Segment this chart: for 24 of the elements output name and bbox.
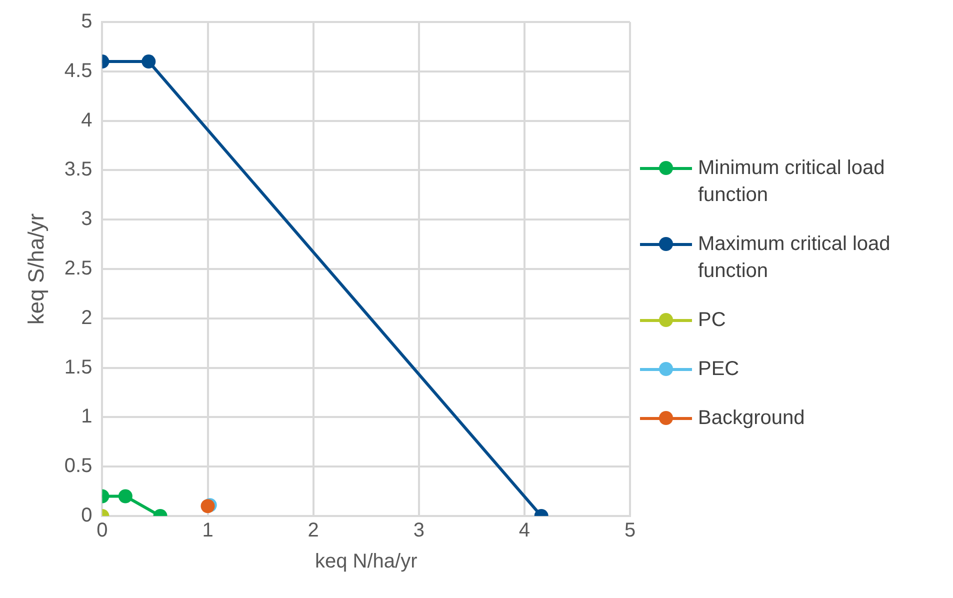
y-axis-title: keq S/ha/yr (23, 213, 48, 325)
x-axis-title: keq N/ha/yr (314, 550, 418, 573)
legend-label: Background (698, 406, 805, 430)
legend-label: PC (698, 308, 726, 332)
y-tick-label: 5 (81, 10, 92, 33)
y-tick-label: 1 (81, 406, 92, 428)
x-tick-label: 3 (413, 520, 424, 542)
x-tick-label: 4 (518, 520, 530, 542)
x-tick-label: 2 (308, 520, 319, 542)
x-tick-label: 5 (624, 520, 636, 542)
y-tick-label: 2.5 (64, 258, 92, 280)
y-tick-label: 0.5 (64, 455, 92, 478)
y-tick-label: 0 (81, 504, 92, 527)
x-tick-label: 1 (202, 520, 214, 542)
y-tick-label: 2 (81, 306, 92, 329)
y-tick-label: 3.5 (64, 158, 92, 181)
legend-label: Minimum critical load function (698, 156, 886, 208)
y-tick-label: 4.5 (64, 60, 92, 82)
y-tick-label: 3 (81, 208, 92, 230)
legend-label: PEC (698, 356, 740, 382)
y-tick-label: 4 (81, 109, 92, 132)
legend-label: Maximum critical load function (698, 232, 892, 284)
y-tick-label: 1.5 (64, 356, 92, 378)
x-tick-label: 0 (96, 520, 108, 542)
